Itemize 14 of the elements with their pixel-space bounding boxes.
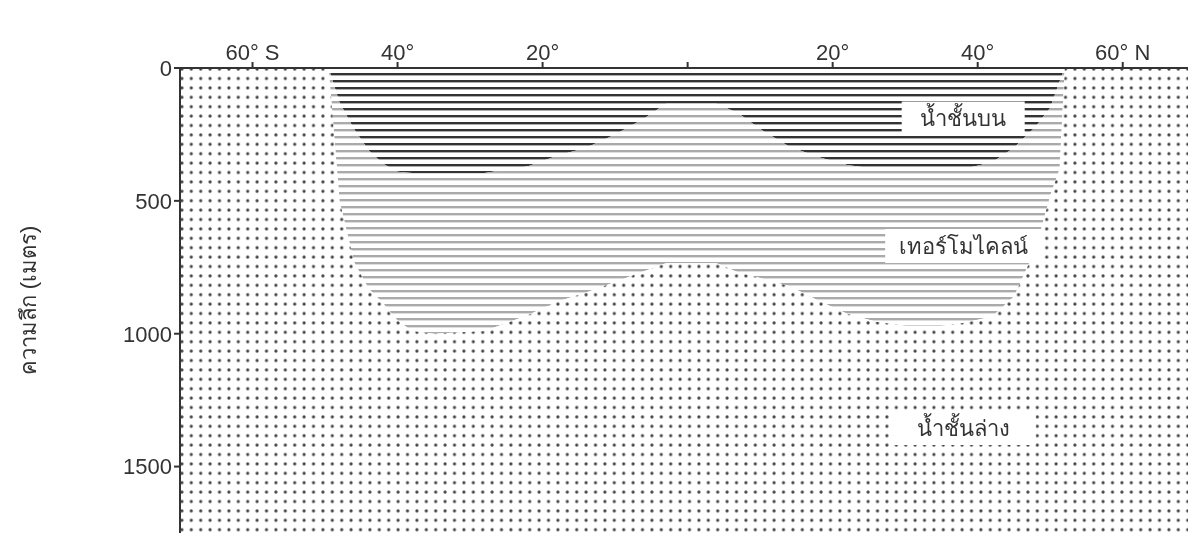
y-tick-label: 1000 — [123, 321, 172, 347]
series-label: น้ำชั้นบน — [920, 102, 1007, 131]
x-tick-label: 20° — [816, 40, 850, 65]
y-tick-label: 1500 — [123, 454, 172, 480]
y-axis-title: ความลึก (เมตร) — [15, 225, 41, 376]
x-tick-label: 20° — [525, 40, 560, 65]
x-tick-label: 60° S — [225, 40, 280, 65]
series-label: น้ำชั้นล่าง — [916, 412, 1010, 441]
y-tick-label: 500 — [135, 188, 172, 214]
series-label: เทอร์โมไคลน์ — [898, 233, 1028, 259]
y-tick-label: 0 — [159, 55, 172, 81]
x-tick-label: 40° — [961, 40, 995, 65]
x-tick-label: 40° — [380, 40, 415, 65]
x-tick-label: 60° N — [1095, 40, 1151, 65]
